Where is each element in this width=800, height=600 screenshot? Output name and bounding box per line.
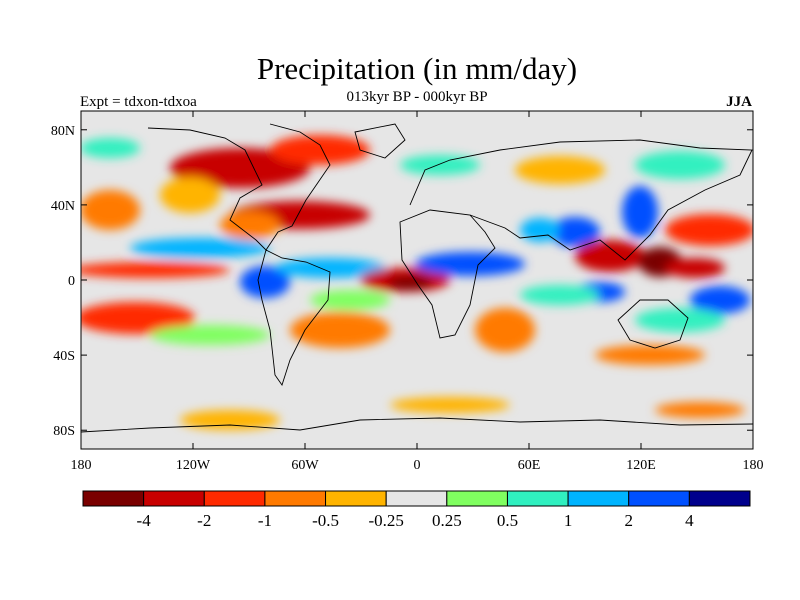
eurasia-coastline [409, 139, 753, 261]
anomaly-blob [388, 276, 432, 290]
y-tick-label: 40S [53, 349, 75, 364]
anomaly-blob [655, 402, 745, 418]
map-title: Precipitation (in mm/day) [256, 51, 578, 86]
anomaly-blob [81, 138, 140, 158]
anomaly-blob [595, 345, 705, 365]
x-tick-label: 0 [414, 458, 421, 473]
x-tick-label: 120E [626, 458, 656, 473]
anomaly-blob [150, 325, 270, 345]
colorbar-label: 4 [685, 511, 694, 530]
anomaly-blob [690, 286, 750, 314]
anomaly-blobs [81, 135, 753, 430]
anomaly-blob [310, 290, 390, 310]
anomaly-blob [81, 302, 195, 334]
anomaly-blob [622, 186, 658, 238]
anomaly-blob [170, 148, 310, 188]
colorbar: -4 -2 -1 -0.5 -0.25 0.25 0.5 1 2 4 [82, 490, 751, 530]
colorbar-swatch [325, 490, 387, 507]
colorbar-swatch [385, 490, 448, 507]
anomaly-blob [160, 177, 220, 213]
anomaly-blob [240, 266, 290, 298]
anomaly-blob [635, 151, 725, 179]
colorbar-label: 2 [624, 511, 633, 530]
anomaly-blob [520, 218, 560, 242]
colorbar-swatch [567, 490, 630, 507]
coastlines [81, 123, 753, 433]
colorbar-label: 0.5 [497, 511, 518, 530]
north-america-coastline [147, 123, 331, 251]
x-tick-label: 180 [71, 458, 92, 473]
colorbar-swatch [143, 490, 205, 507]
colorbar-label: -2 [197, 511, 211, 530]
experiment-label: Expt = tdxon-tdxoa [80, 94, 197, 110]
colorbar-label: -4 [137, 511, 152, 530]
anomaly-blob [81, 262, 230, 278]
y-tick-label: 0 [68, 274, 75, 289]
colorbar-label: -0.25 [368, 511, 403, 530]
map-subtitle: 013kyr BP - 000kyr BP [346, 89, 488, 105]
australia-coastline [617, 299, 689, 349]
anomaly-blob [475, 308, 535, 352]
colorbar-swatch [446, 490, 508, 507]
greenland-coastline [354, 123, 406, 159]
y-axis-ticks: 80N 40N 0 40S 80S [51, 124, 753, 439]
x-tick-label: 60W [291, 458, 319, 473]
x-tick-label: 60E [518, 458, 541, 473]
anomaly-blob [400, 155, 480, 175]
anomaly-field [81, 123, 753, 433]
anomaly-blob [635, 308, 725, 332]
colorbar-label: -0.5 [312, 511, 339, 530]
anomaly-blob [390, 397, 510, 413]
colorbar-swatch [506, 490, 569, 507]
colorbar-label: -1 [258, 511, 272, 530]
colorbar-swatch [203, 490, 266, 507]
y-tick-label: 40N [51, 199, 75, 214]
anomaly-blob [520, 285, 600, 305]
colorbar-swatch [688, 490, 751, 507]
anomaly-blob [290, 312, 390, 348]
colorbar-swatch [264, 490, 327, 507]
colorbar-swatch [82, 490, 145, 507]
season-label: JJA [726, 94, 752, 110]
x-tick-label: 120W [176, 458, 211, 473]
y-tick-label: 80N [51, 124, 75, 139]
anomaly-blob [130, 238, 270, 258]
south-america-coastline [257, 249, 331, 387]
anomaly-blob [415, 252, 525, 276]
x-axis-ticks: 180 120W 60W 0 60E 120E 180 [71, 111, 764, 473]
antarctica-coastline [81, 417, 753, 433]
anomaly-blob [665, 214, 753, 246]
colorbar-swatch [628, 490, 690, 507]
anomaly-blob [515, 156, 605, 184]
anomaly-blob [81, 190, 140, 230]
anomaly-blob [180, 410, 280, 430]
x-tick-label: 180 [743, 458, 764, 473]
anomaly-blob [550, 217, 600, 247]
y-tick-label: 80S [53, 424, 75, 439]
anomaly-blob [220, 211, 280, 239]
colorbar-label: 1 [564, 511, 573, 530]
colorbar-label: 0.25 [432, 511, 462, 530]
anomaly-blob [575, 240, 645, 272]
anomaly-blob [270, 135, 370, 165]
anomaly-blob [275, 258, 385, 278]
anomaly-blob [665, 258, 725, 278]
